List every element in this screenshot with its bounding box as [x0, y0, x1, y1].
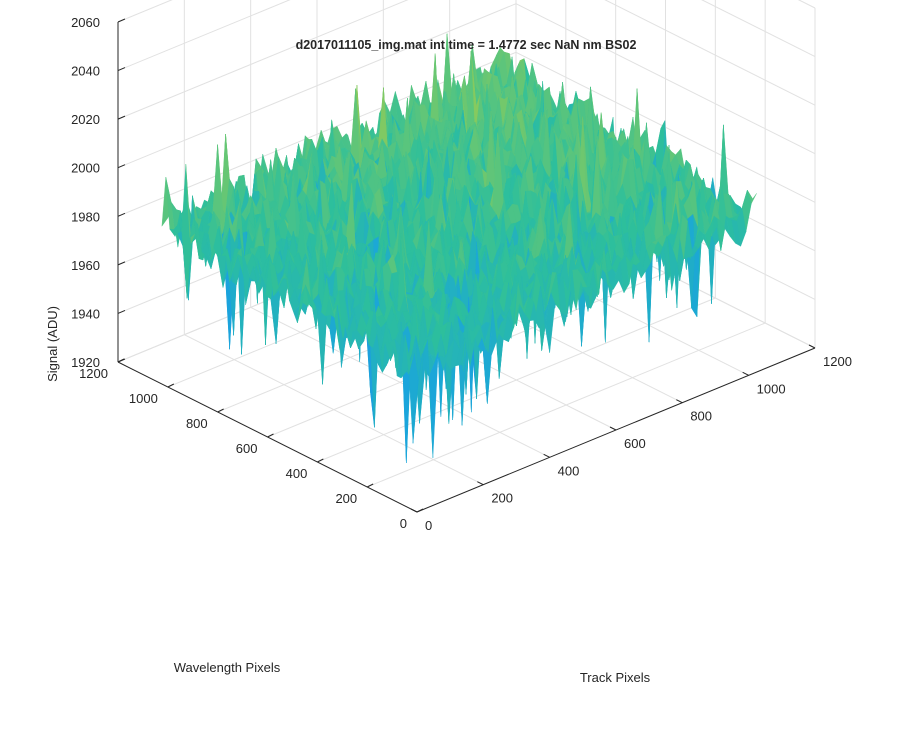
z-tick-label: 2000 [71, 161, 100, 176]
x-tick-mark [543, 453, 550, 458]
z-tick-mark [117, 115, 126, 120]
x-tick-label: 800 [690, 409, 712, 424]
z-tick-mark [117, 18, 126, 23]
y-tick-mark [317, 458, 324, 463]
z-tick-label: 1920 [71, 355, 100, 370]
y-tick-label: 800 [186, 416, 208, 431]
y-tick-label: 400 [286, 466, 308, 481]
y-tick-mark [366, 483, 374, 488]
chart-title: d2017011105_img.mat int time = 1.4772 se… [296, 38, 637, 52]
x-tick-mark [609, 426, 617, 431]
x-axis-label: Track Pixels [580, 670, 651, 685]
z-tick-mark [117, 212, 126, 217]
z-tick-mark [117, 358, 126, 363]
y-tick-label: 1200 [79, 366, 108, 381]
y-tick-label: 200 [335, 491, 357, 506]
y-tick-label: 1000 [129, 391, 158, 406]
z-tick-label: 2020 [71, 112, 100, 127]
x-tick-mark [676, 399, 683, 404]
y-axis-label: Wavelength Pixels [174, 660, 281, 675]
z-tick-mark [117, 164, 126, 169]
x-tick-label: 600 [624, 436, 646, 451]
z-tick-label: 1940 [71, 306, 100, 321]
y-tick-mark [267, 433, 274, 438]
z-tick-mark [117, 261, 126, 266]
y-tick-mark [416, 508, 424, 513]
z-tick-label: 1980 [71, 209, 100, 224]
x-tick-mark [477, 481, 484, 486]
side-wall-grid-line [515, 3, 816, 155]
y-tick-mark [217, 408, 224, 413]
surface-plot [161, 33, 757, 464]
z-tick-mark [117, 67, 126, 72]
y-tick-mark [167, 383, 175, 388]
y-tick-label: 600 [236, 441, 258, 456]
x-tick-mark [808, 344, 816, 349]
x-tick-mark [410, 508, 418, 513]
surface-cell [412, 353, 423, 444]
x-tick-label: 1200 [823, 354, 852, 369]
side-wall-grid-line [604, 0, 816, 106]
x-tick-mark [742, 371, 749, 376]
side-wall-grid-line [701, 0, 816, 58]
back-wall-grid-line [117, 0, 409, 120]
z-axis-label: Signal (ADU) [45, 306, 60, 382]
floor-grid-line [366, 322, 766, 488]
z-tick-label: 2060 [71, 15, 100, 30]
z-tick-label: 2040 [71, 64, 100, 79]
z-tick-mark [117, 309, 126, 314]
front-axes: 0 200 400 600 800 1000 1200 0 200 400 600 800 1000 12… [71, 15, 852, 533]
x-tick-label: 400 [558, 463, 580, 478]
z-tick-label: 1960 [71, 258, 100, 273]
x-tick-label: 200 [491, 491, 513, 506]
back-wall-grid-line [117, 0, 291, 72]
x-tick-label: 0 [425, 518, 432, 533]
back-wall-grid-line [117, 3, 517, 169]
x-tick-label: 1000 [757, 381, 786, 396]
y-tick-label: 0 [400, 516, 407, 531]
